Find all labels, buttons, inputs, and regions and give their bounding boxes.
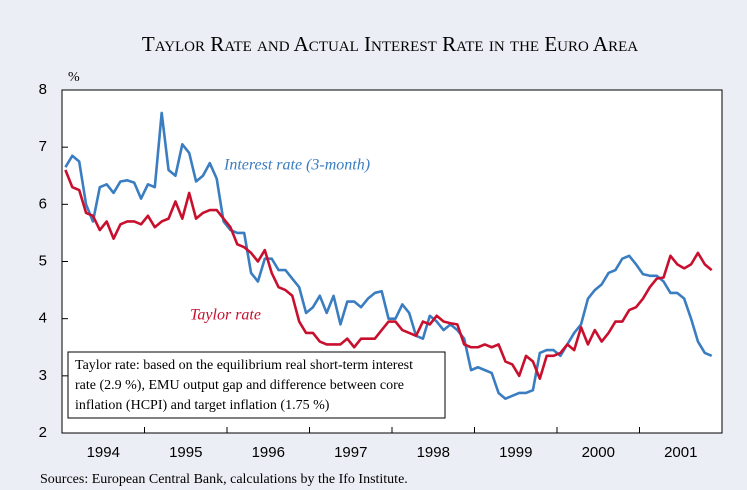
series-line — [64, 111, 713, 400]
series-label: Taylor rate — [190, 307, 261, 324]
x-tick-label: 1998 — [417, 444, 450, 461]
y-tick-label: 2 — [39, 424, 47, 441]
x-tick-label: 2000 — [582, 444, 615, 461]
y-tick-label: 6 — [39, 195, 47, 212]
x-tick-label: 1995 — [169, 444, 202, 461]
note-text: Taylor rate: based on the equilibrium re… — [75, 358, 413, 373]
series-line — [64, 169, 713, 380]
y-tick-label: 3 — [39, 367, 47, 384]
y-unit: % — [68, 70, 80, 85]
x-tick-label: 1999 — [499, 444, 532, 461]
y-tick-label: 8 — [39, 81, 47, 98]
source: Sources: European Central Bank, calculat… — [40, 472, 408, 487]
note-text: inflation (HCPI) and target inflation (1… — [75, 398, 330, 413]
x-tick-label: 1994 — [87, 444, 120, 461]
x-tick-label: 1997 — [334, 444, 367, 461]
y-tick-label: 4 — [39, 310, 47, 327]
note-text: rate (2.9 %), EMU output gap and differe… — [75, 378, 404, 393]
note-box — [67, 351, 446, 419]
series-label: Interest rate (3-month) — [223, 157, 370, 174]
x-tick-label: 1996 — [252, 444, 285, 461]
y-tick-label: 5 — [39, 252, 47, 269]
x-tick-label: 2001 — [664, 444, 697, 461]
y-tick-label: 7 — [39, 138, 47, 155]
chart-title: Taylor Rate and Actual Interest Rate in … — [142, 32, 638, 56]
